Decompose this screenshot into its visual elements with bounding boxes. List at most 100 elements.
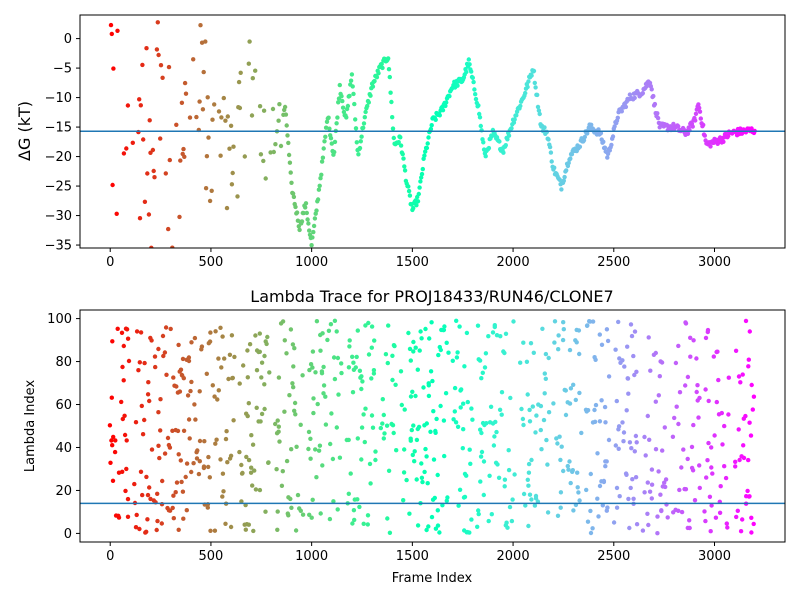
delta-g-point bbox=[323, 134, 328, 139]
lambda-point bbox=[192, 335, 198, 341]
lambda-point bbox=[559, 444, 564, 449]
delta-g-point bbox=[525, 84, 530, 90]
lambda-points bbox=[107, 318, 757, 536]
delta-g-point bbox=[230, 170, 235, 176]
lambda-point bbox=[561, 468, 566, 474]
delta-g-point bbox=[324, 119, 330, 125]
delta-g-point bbox=[311, 229, 316, 235]
lambda-point bbox=[290, 381, 295, 386]
lambda-point bbox=[527, 492, 533, 497]
lambda-point bbox=[257, 349, 262, 354]
lambda-point bbox=[321, 383, 327, 388]
lambda-point bbox=[419, 461, 424, 466]
lambda-point bbox=[529, 497, 534, 502]
lambda-point bbox=[710, 471, 715, 476]
lambda-point bbox=[162, 350, 168, 355]
lambda-point bbox=[285, 511, 290, 516]
lambda-point bbox=[604, 327, 610, 332]
lambda-point bbox=[160, 478, 165, 484]
lambda-point bbox=[221, 489, 226, 494]
lambda-point bbox=[414, 477, 419, 482]
delta-g-point bbox=[314, 208, 319, 213]
delta-g-point bbox=[423, 149, 428, 154]
lambda-point bbox=[488, 404, 494, 409]
delta-g-point bbox=[125, 103, 131, 108]
lambda-point bbox=[655, 531, 660, 536]
lambda-point bbox=[290, 342, 296, 347]
lambda-point bbox=[696, 415, 701, 420]
lambda-x-tick-label: 1000 bbox=[295, 549, 328, 564]
lambda-point bbox=[423, 326, 428, 332]
lambda-chart-title: Lambda Trace for PROJ18433/RUN46/CLONE7 bbox=[250, 287, 613, 306]
lambda-point bbox=[300, 512, 306, 517]
lambda-point bbox=[239, 462, 244, 468]
lambda-point bbox=[694, 356, 699, 361]
delta-g-point bbox=[130, 140, 135, 145]
delta-g-point bbox=[396, 140, 401, 145]
lambda-point bbox=[124, 327, 130, 332]
lambda-point bbox=[649, 467, 655, 472]
lambda-point bbox=[189, 469, 194, 475]
lambda-point bbox=[521, 422, 526, 428]
lambda-point bbox=[411, 349, 416, 354]
delta-g-point bbox=[191, 57, 196, 62]
lambda-point bbox=[555, 513, 561, 518]
lambda-point bbox=[649, 496, 654, 501]
delta-g-point bbox=[581, 138, 587, 143]
lambda-point bbox=[369, 376, 374, 381]
lambda-point bbox=[577, 498, 582, 503]
lambda-point bbox=[673, 360, 679, 366]
lambda-point bbox=[276, 424, 281, 429]
delta-g-point bbox=[288, 170, 293, 175]
lambda-point bbox=[430, 378, 435, 384]
lambda-point bbox=[171, 493, 176, 498]
lambda-point bbox=[524, 359, 530, 364]
lambda-point bbox=[331, 355, 337, 360]
lambda-point bbox=[280, 319, 286, 324]
lambda-point bbox=[601, 479, 607, 485]
lambda-point bbox=[626, 496, 631, 502]
lambda-point bbox=[161, 353, 166, 359]
lambda-point bbox=[737, 457, 742, 463]
lambda-point bbox=[125, 514, 131, 519]
delta-g-point bbox=[203, 186, 209, 191]
lambda-point bbox=[552, 319, 558, 324]
delta-g-y-tick-label: −20 bbox=[45, 150, 72, 165]
lambda-point bbox=[503, 331, 509, 336]
lambda-point bbox=[361, 521, 366, 526]
delta-g-point bbox=[602, 145, 608, 150]
lambda-point bbox=[495, 462, 500, 467]
lambda-point bbox=[577, 351, 582, 357]
delta-g-point bbox=[518, 103, 523, 109]
lambda-point bbox=[438, 347, 443, 353]
delta-g-point bbox=[286, 152, 292, 158]
lambda-point bbox=[332, 376, 338, 382]
delta-g-point bbox=[229, 182, 235, 187]
delta-g-point bbox=[142, 199, 148, 204]
delta-g-point bbox=[319, 159, 325, 164]
delta-g-point bbox=[398, 143, 404, 148]
lambda-point bbox=[435, 523, 441, 528]
lambda-point bbox=[697, 463, 702, 468]
lambda-point bbox=[640, 528, 646, 533]
lambda-point bbox=[719, 410, 724, 416]
lambda-point bbox=[478, 479, 483, 484]
delta-g-point bbox=[328, 136, 334, 141]
delta-g-point bbox=[697, 105, 702, 111]
lambda-point bbox=[266, 460, 271, 465]
lambda-point bbox=[409, 427, 414, 433]
lambda-point bbox=[709, 445, 714, 450]
delta-g-point bbox=[537, 111, 542, 117]
delta-g-point bbox=[577, 144, 583, 149]
delta-g-point bbox=[476, 103, 481, 108]
lambda-point bbox=[606, 437, 612, 443]
lambda-point bbox=[613, 347, 618, 352]
delta-g-point bbox=[464, 69, 469, 75]
lambda-point bbox=[625, 376, 631, 381]
delta-g-y-tick-label: −10 bbox=[45, 91, 72, 106]
lambda-point bbox=[660, 448, 665, 453]
lambda-point bbox=[314, 319, 320, 324]
lambda-point bbox=[219, 365, 224, 370]
lambda-point bbox=[254, 368, 260, 373]
lambda-point bbox=[368, 481, 373, 486]
